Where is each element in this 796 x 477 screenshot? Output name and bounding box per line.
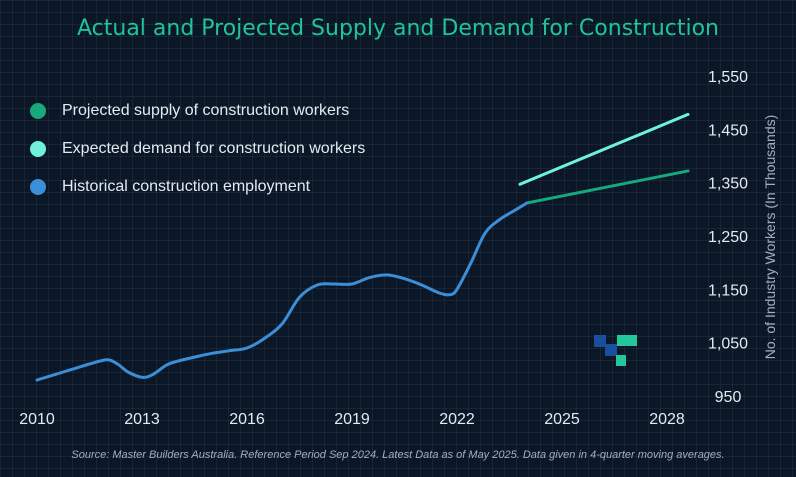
x-tick-label: 2025 [544,411,580,428]
logo-block-teal [616,355,626,366]
legend: Projected supply of construction workers… [30,92,365,206]
x-tick-label: 2022 [439,411,475,428]
chart-title: Actual and Projected Supply and Demand f… [76,16,720,41]
x-tick-label: 2028 [649,411,685,428]
legend-label: Projected supply of construction workers [62,102,350,119]
y-tick-label: 1,150 [708,282,748,299]
historical-employment-line [35,201,529,382]
y-tick-label: 1,350 [708,176,748,193]
logo-block-teal [617,335,637,346]
logo-mark [594,335,637,366]
y-tick-label: 1,550 [708,69,748,86]
logo-block-dark [594,335,606,347]
x-tick-label: 2019 [334,411,370,428]
y-tick-label: 1,450 [708,122,748,139]
y-tick-label: 1,250 [708,229,748,246]
y-tick-label: 1,050 [708,336,748,353]
y-axis-ticks: 950 1,050 1,150 1,250 1,350 1,450 1,550 [708,69,748,406]
legend-item-historical: Historical construction employment [30,168,365,206]
x-tick-label: 2013 [124,411,160,428]
legend-label: Expected demand for construction workers [62,140,366,157]
legend-label: Historical construction employment [62,178,311,195]
legend-dot-icon [30,103,46,119]
logo-block-dark [605,344,617,356]
x-tick-label: 2010 [19,411,55,428]
legend-dot-icon [30,179,46,195]
projected-supply-line [525,169,690,205]
y-axis-label: No. of Industry Workers (In Thousands) [762,115,778,360]
expected-demand-line [518,112,690,186]
legend-dot-icon [30,141,46,157]
y-tick-label: 950 [715,389,742,406]
source-note: Source: Master Builders Australia. Refer… [71,449,725,461]
series-layer [35,112,690,382]
legend-item-demand: Expected demand for construction workers [30,130,365,168]
x-tick-label: 2016 [229,411,265,428]
x-axis-ticks: 2010 2013 2016 2019 2022 2025 2028 [19,411,685,428]
legend-item-supply: Projected supply of construction workers [30,92,365,130]
